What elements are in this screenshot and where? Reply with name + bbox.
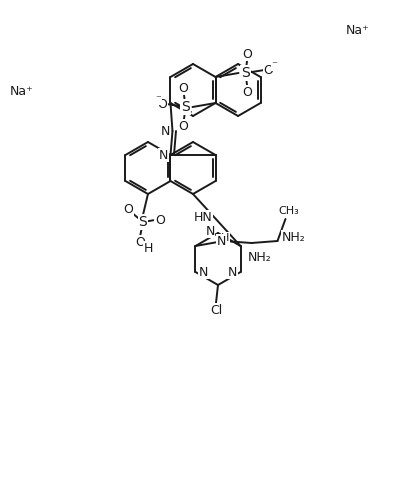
Text: O: O xyxy=(242,86,252,99)
Text: ⁻: ⁻ xyxy=(272,60,277,70)
Text: O: O xyxy=(178,82,189,95)
Text: H: H xyxy=(221,233,230,243)
Text: S: S xyxy=(139,215,147,229)
Text: O: O xyxy=(123,203,133,216)
Text: Cl: Cl xyxy=(210,303,222,317)
Text: O: O xyxy=(157,98,167,111)
Text: N: N xyxy=(199,265,208,278)
Text: O: O xyxy=(178,120,189,132)
Text: O: O xyxy=(155,214,165,227)
Text: NH₂: NH₂ xyxy=(282,231,305,244)
Text: ⁻: ⁻ xyxy=(156,94,162,104)
Text: N: N xyxy=(159,148,168,161)
Text: N: N xyxy=(206,225,215,238)
Text: CH₃: CH₃ xyxy=(278,206,299,216)
Text: S: S xyxy=(241,66,250,80)
Text: Na⁺: Na⁺ xyxy=(10,85,34,98)
Text: O: O xyxy=(135,236,145,249)
Text: HN: HN xyxy=(194,211,212,224)
Text: O: O xyxy=(242,47,252,60)
Text: Na⁺: Na⁺ xyxy=(346,23,370,36)
Text: N: N xyxy=(161,124,170,137)
Text: N: N xyxy=(228,265,237,278)
Text: NH₂: NH₂ xyxy=(247,250,271,263)
Text: N: N xyxy=(217,235,226,248)
Text: H: H xyxy=(143,242,152,254)
Text: O: O xyxy=(263,64,273,77)
Text: S: S xyxy=(181,100,190,114)
